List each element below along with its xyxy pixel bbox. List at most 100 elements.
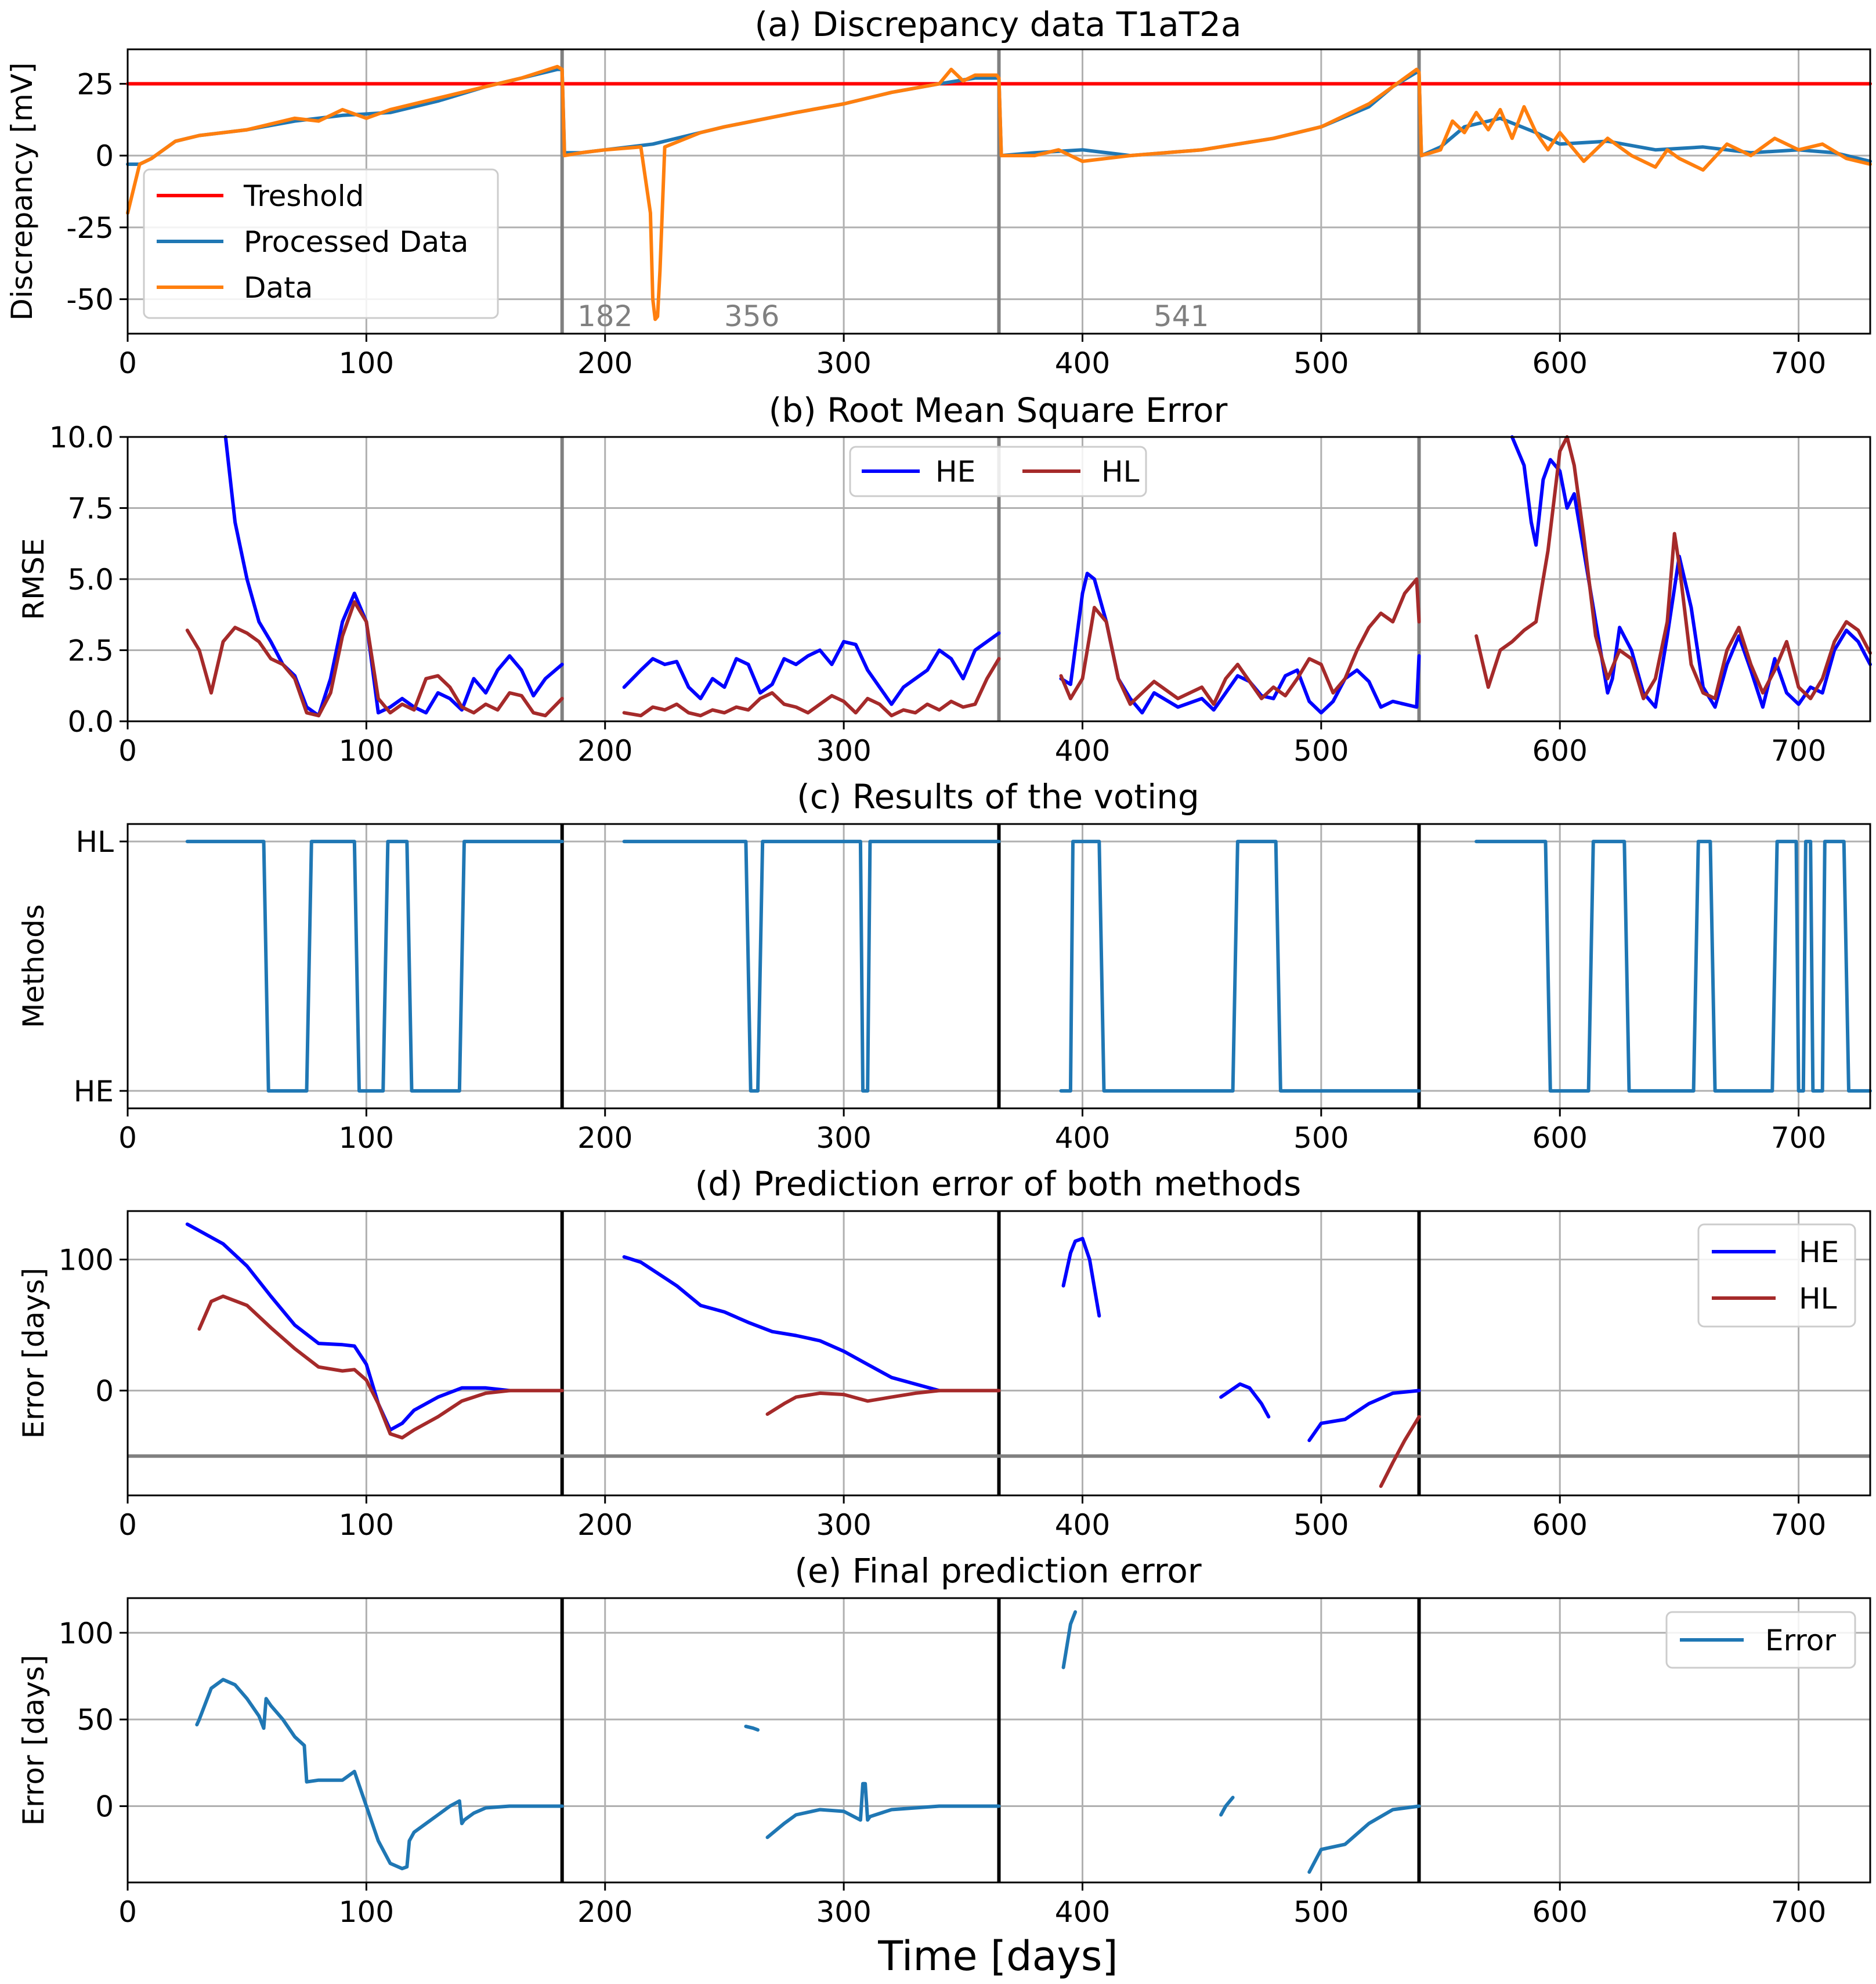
x-tick-label: 200 [577, 1121, 632, 1155]
x-tick-label: 600 [1532, 1508, 1588, 1542]
series-line-hl [765, 1389, 1001, 1416]
x-tick-label: 300 [816, 1121, 871, 1155]
separator-label-541: 541 [1154, 299, 1209, 333]
legend-label-treshold: Treshold [243, 179, 364, 213]
series-line-vote [622, 840, 1001, 1093]
x-tick-label: 400 [1055, 734, 1110, 768]
panel-a-separators [560, 49, 1421, 334]
panel-e-legend-box [1665, 1611, 1856, 1669]
panel-e-ylabel: Error [days] [17, 1655, 50, 1826]
panel-d: (d) Prediction error of both methods 0 10… [17, 1164, 1871, 1542]
panel-e-separators [560, 1598, 1421, 1882]
x-tick-label: 300 [816, 346, 871, 380]
series-line-he [185, 1222, 512, 1432]
x-tick-label: 600 [1532, 1121, 1588, 1155]
y-tick-label: 5.0 [67, 563, 114, 597]
legend-label-error: Error [1765, 1624, 1836, 1657]
series-line-hl [197, 1294, 564, 1440]
x-tick-label: 200 [577, 346, 632, 380]
series-line-hl [1059, 577, 1421, 706]
series-line-error [1307, 1804, 1421, 1874]
series-line-vote [1474, 840, 1872, 1093]
series-line-he [1307, 1389, 1421, 1443]
panel-b-y-ticks: 0.0 2.5 5.0 7.5 10.0 [49, 421, 128, 739]
series-line-he [1059, 572, 1421, 715]
series-line-hl [622, 657, 1001, 718]
y-tick-label: 0 [95, 1374, 114, 1408]
panel-c-x-ticks: 0 100 200 300 400 500 600 700 [118, 1108, 1826, 1155]
panel-d-y-ticks: 0 100 [59, 1244, 128, 1408]
legend-label-he: HE [935, 455, 975, 489]
panel-a-frame [126, 48, 1871, 335]
x-tick-label: 500 [1293, 734, 1349, 768]
panel-e-frame [126, 1597, 1871, 1884]
series-line-error [1061, 1610, 1078, 1669]
y-tick-label: HE [74, 1075, 114, 1108]
legend-label-he: HE [1799, 1235, 1839, 1269]
x-tick-label: 700 [1771, 1895, 1826, 1929]
panel-e-y-ticks: 0 50 100 [59, 1617, 128, 1824]
panel-b: (b) Root Mean Square Error 0 100 200 300 400… [17, 391, 1872, 768]
panel-c-title: (c) Results of the voting [797, 777, 1199, 816]
x-tick-label: 300 [816, 734, 871, 768]
x-tick-label: 100 [339, 346, 394, 380]
x-tick-label: 600 [1532, 734, 1588, 768]
panel-d-title: (d) Prediction error of both methods [695, 1164, 1302, 1204]
series-line-error [1219, 1795, 1235, 1817]
x-tick-label: 700 [1771, 1121, 1826, 1155]
series-line-error [765, 1781, 1001, 1840]
panel-c-series [185, 840, 1872, 1093]
series-line-vote [185, 840, 564, 1093]
x-tick-label: 600 [1532, 1895, 1588, 1929]
panel-e-title: (e) Final prediction error [794, 1551, 1201, 1591]
y-tick-label: -50 [66, 283, 114, 317]
series-line-hl [185, 600, 564, 718]
panel-d-ylabel: Error [days] [17, 1268, 50, 1439]
panel-e-series [195, 1610, 1421, 1874]
x-tick-label: 700 [1771, 734, 1826, 768]
panel-a-legend: Treshold Processed Data Data [143, 168, 499, 319]
x-tick-label: 400 [1055, 1121, 1110, 1155]
x-tick-label: 100 [339, 1895, 394, 1929]
series-line-he [622, 1255, 941, 1393]
y-tick-label: 100 [59, 1244, 114, 1277]
x-tick-label: 100 [339, 1508, 394, 1542]
series-line-error [195, 1678, 564, 1871]
x-tick-label: 300 [816, 1895, 871, 1929]
x-tick-label: 500 [1293, 1508, 1349, 1542]
panel-d-separators [560, 1211, 1421, 1495]
series-line-he [1219, 1382, 1271, 1419]
series-line-he [622, 631, 1001, 706]
legend-label-data: Data [244, 271, 313, 305]
panel-c-y-ticks: HE HL [74, 825, 128, 1108]
separator-label-356: 356 [724, 299, 779, 333]
x-tick-label: 700 [1771, 1508, 1826, 1542]
x-tick-label: 200 [577, 1508, 632, 1542]
panel-e-x-ticks: 0 100 200 300 400 500 600 700 [118, 1882, 1826, 1929]
panel-d-x-ticks: 0 100 200 300 400 500 600 700 [118, 1495, 1826, 1542]
y-tick-label: 50 [77, 1703, 114, 1737]
x-tick-label: 0 [118, 346, 137, 380]
legend-label-hl: HL [1799, 1282, 1837, 1316]
x-tick-label: 600 [1532, 346, 1588, 380]
x-tick-label: 500 [1293, 346, 1349, 380]
y-tick-label: 2.5 [67, 634, 114, 668]
y-tick-label: HL [76, 825, 114, 859]
separator-label-182: 182 [577, 299, 632, 333]
x-tick-label: 0 [118, 1508, 137, 1542]
series-line-he [1061, 1237, 1101, 1318]
series-line-hl [1379, 1415, 1421, 1488]
panel-b-ylabel: RMSE [17, 538, 50, 620]
series-line-vote [1059, 840, 1421, 1093]
panel-a-series [126, 64, 1872, 321]
series-line-data [126, 64, 1872, 321]
panel-b-x-ticks: 0 100 200 300 400 500 600 700 [118, 721, 1826, 768]
panel-a: (a) Discrepancy data T1aT2a 0 100 200 300 40… [5, 5, 1872, 380]
y-tick-label: -25 [66, 211, 114, 245]
panel-b-series [185, 435, 1872, 718]
panel-b-frame [126, 436, 1871, 722]
panel-a-title: (a) Discrepancy data T1aT2a [755, 5, 1242, 44]
legend-label-hl: HL [1101, 455, 1140, 489]
x-tick-label: 400 [1055, 1508, 1110, 1542]
